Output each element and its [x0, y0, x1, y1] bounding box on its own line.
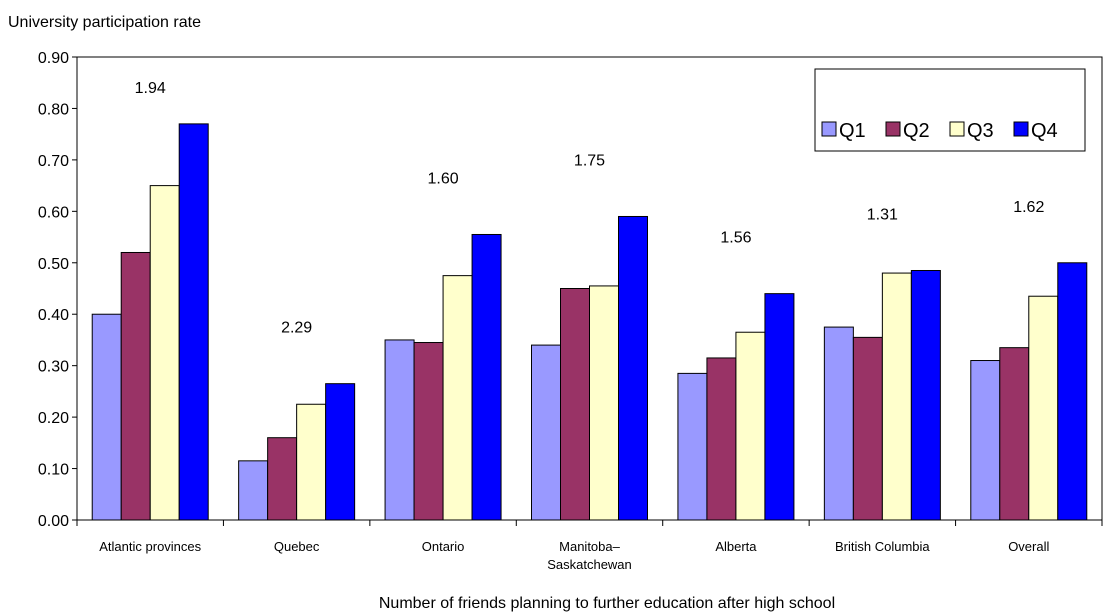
x-tick-label: Quebec: [274, 539, 320, 554]
bar-q3: [735, 331, 766, 521]
data-label: 1.56: [720, 230, 751, 247]
y-tick-label: 0.00: [38, 513, 69, 530]
y-tick-label: 0.60: [38, 204, 69, 221]
bar-q2: [560, 288, 590, 521]
x-tick-label: Atlantic provinces: [99, 539, 201, 554]
y-tick-label: 0.70: [38, 153, 69, 170]
legend-box: [814, 68, 1086, 152]
bar-q4: [178, 123, 209, 521]
data-label: 1.62: [1013, 199, 1044, 216]
y-tick-label: 0.10: [38, 462, 69, 479]
data-label: 1.31: [867, 206, 898, 223]
bar-q3: [442, 275, 473, 521]
bar-q2: [706, 357, 737, 521]
bar-q3: [881, 272, 912, 521]
data-label: 2.29: [281, 320, 312, 337]
y-tick-label: 0.20: [38, 410, 69, 427]
legend-swatch: [885, 121, 901, 137]
y-axis-title: University participation rate: [8, 14, 201, 31]
bar-q4: [471, 233, 502, 521]
bar-q1: [677, 372, 708, 521]
legend-swatch: [821, 121, 837, 137]
x-axis-title: Number of friends planning to further ed…: [379, 595, 835, 612]
bar-q1: [531, 344, 561, 521]
bar-q4: [618, 215, 648, 521]
data-label: 1.75: [574, 152, 605, 169]
bar-q4: [910, 269, 941, 521]
bar-q2: [120, 251, 151, 521]
bar-q2: [267, 437, 298, 521]
bar-q4: [1057, 262, 1088, 521]
data-label: 1.60: [428, 170, 459, 187]
y-tick-label: 0.90: [38, 50, 69, 67]
bar-q3: [1028, 295, 1059, 521]
bar-q1: [238, 460, 269, 521]
legend-label: Q3: [967, 120, 994, 142]
x-tick-label: Ontario: [422, 539, 465, 554]
bar-q3: [589, 285, 619, 521]
bar-q4: [325, 383, 356, 521]
y-tick-label: 0.40: [38, 307, 69, 324]
legend-swatch: [949, 121, 965, 137]
y-tick-label: 0.50: [38, 256, 69, 273]
x-tick-label: Alberta: [715, 539, 757, 554]
legend-label: Q4: [1031, 120, 1058, 142]
y-tick-label: 0.80: [38, 101, 69, 118]
x-tick-label: Manitoba–: [559, 539, 620, 554]
bar-q2: [413, 342, 444, 521]
x-tick-label: Overall: [1008, 539, 1049, 554]
legend-label: Q1: [839, 120, 866, 142]
x-tick-label: Saskatchewan: [547, 557, 632, 572]
x-tick-label: British Columbia: [835, 539, 930, 554]
bar-q2: [999, 347, 1030, 521]
bar-q1: [823, 326, 854, 521]
legend-swatch: [1013, 121, 1029, 137]
bar-q1: [91, 313, 122, 521]
data-label: 1.94: [135, 80, 166, 97]
plot-area: 0.00 0.10 0.20 0.30 0.40 0.50 0.60 0.70 0.80 0.90…: [38, 50, 1103, 572]
bar-q4: [764, 293, 795, 521]
bar-q3: [149, 185, 180, 521]
bar-q3: [296, 403, 327, 521]
bar-q1: [384, 339, 415, 521]
legend-label: Q2: [903, 120, 930, 142]
bar-q2: [852, 336, 883, 521]
y-tick-label: 0.30: [38, 359, 69, 376]
bar-q1: [970, 360, 1001, 521]
